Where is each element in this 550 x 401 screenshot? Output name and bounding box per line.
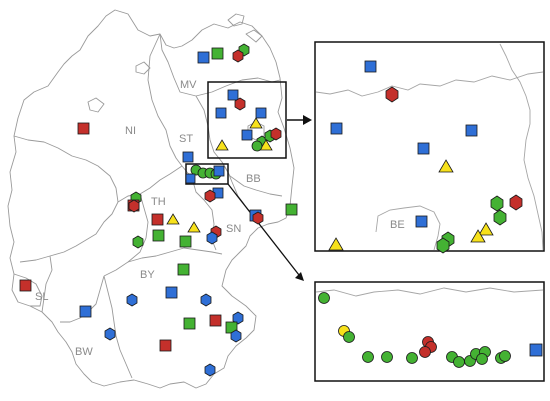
yellow-triangle-marker <box>438 159 454 173</box>
label-sl: SL <box>35 291 48 303</box>
green-hexagon-marker <box>490 195 504 212</box>
label-bb: BB <box>246 173 261 185</box>
state-labels: MV NI ST BB TH SN BY SL BW <box>35 79 261 358</box>
label-bw: BW <box>75 346 93 358</box>
blue-hexagon-marker <box>230 329 242 343</box>
red-hexagon-marker <box>234 97 246 111</box>
blue-square-marker <box>213 165 225 177</box>
yellow-triangle-marker <box>470 229 486 243</box>
inset-center <box>314 281 545 382</box>
blue-square-marker <box>227 89 239 101</box>
blue-square-marker <box>417 142 430 155</box>
green-square-marker <box>211 47 224 60</box>
yellow-triangle-marker <box>259 139 273 151</box>
green-circle-marker <box>499 350 511 362</box>
green-circle-marker <box>476 353 488 365</box>
blue-square-marker <box>255 107 267 119</box>
green-hexagon-marker <box>493 209 507 226</box>
green-square-marker <box>179 235 192 248</box>
red-square-marker <box>159 339 172 352</box>
blue-hexagon-marker <box>206 231 218 245</box>
blue-square-marker <box>215 107 227 119</box>
label-mv: MV <box>180 79 197 91</box>
blue-hexagon-marker <box>126 293 138 307</box>
yellow-triangle-marker <box>328 237 344 251</box>
green-square-marker <box>285 203 298 216</box>
green-circle-marker <box>343 331 355 343</box>
inset-north-frame <box>314 41 545 252</box>
green-circle-marker <box>318 292 330 304</box>
blue-square-marker <box>79 305 92 318</box>
green-square-marker <box>152 229 165 242</box>
red-hexagon-marker <box>270 127 282 141</box>
blue-square-marker <box>241 129 253 141</box>
yellow-triangle-marker <box>215 139 229 151</box>
blue-square-marker <box>330 122 343 135</box>
blue-hexagon-marker <box>200 293 212 307</box>
red-circle-marker <box>419 346 431 358</box>
blue-square-marker <box>185 173 196 184</box>
green-circle-marker <box>251 140 263 152</box>
green-square-marker <box>183 317 196 330</box>
green-circle-marker <box>406 352 418 364</box>
green-circle-marker <box>362 351 374 363</box>
blue-square-marker <box>415 215 428 228</box>
red-hexagon-marker <box>385 86 399 103</box>
yellow-triangle-marker <box>249 117 263 129</box>
connector-arrow-north <box>287 115 312 125</box>
blue-square-marker <box>165 286 178 299</box>
red-hexagon-marker <box>252 211 264 225</box>
red-hexagon-marker <box>509 194 523 211</box>
state-borders <box>13 13 283 379</box>
blue-square-marker <box>364 60 377 73</box>
red-hexagon-marker <box>204 189 216 203</box>
green-circle-marker <box>453 356 465 368</box>
label-sn: SN <box>226 223 241 235</box>
green-hexagon-marker <box>436 237 450 254</box>
red-square-marker <box>209 314 222 327</box>
red-hexagon-marker <box>128 199 140 213</box>
zoom-box-north <box>207 81 287 159</box>
label-th: TH <box>151 196 166 208</box>
blue-hexagon-marker <box>204 363 216 377</box>
main-map-markers <box>19 43 298 377</box>
green-hexagon-marker <box>132 235 144 249</box>
label-ni: NI <box>125 125 136 137</box>
blue-hexagon-marker <box>104 327 116 341</box>
blue-square-marker <box>529 343 543 357</box>
inset-north: BE <box>314 41 545 254</box>
blue-hexagon-marker <box>232 311 244 325</box>
yellow-triangle-marker <box>187 221 201 233</box>
berlin-border <box>375 205 441 251</box>
connector-arrow-center <box>227 183 304 281</box>
label-st: ST <box>179 133 193 145</box>
green-circle-marker <box>381 351 393 363</box>
label-by: BY <box>140 269 155 281</box>
red-square-marker <box>77 122 90 135</box>
red-square-marker <box>19 279 32 292</box>
blue-square-marker <box>465 124 478 137</box>
blue-square-marker <box>197 51 210 64</box>
red-square-marker <box>151 213 164 226</box>
yellow-triangle-marker <box>166 213 180 225</box>
blue-square-marker <box>182 151 194 163</box>
yellow-triangle-marker <box>478 222 494 236</box>
red-hexagon-marker <box>232 49 244 63</box>
inset-center-frame <box>314 281 545 382</box>
label-be: BE <box>390 219 405 231</box>
green-square-marker <box>177 263 190 276</box>
